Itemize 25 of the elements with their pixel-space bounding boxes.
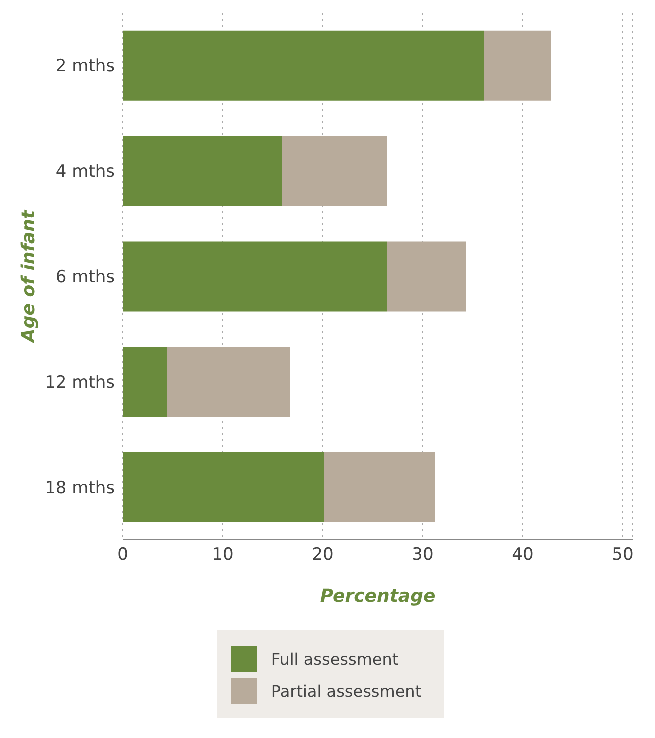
bar [123,452,324,523]
y-tick-label: 6 mths [56,268,116,288]
bar [484,30,551,101]
bar [167,347,290,418]
bar [324,452,435,523]
x-tick-label: 40 [512,545,534,566]
bar [123,30,484,101]
x-tick-label: 30 [412,545,434,566]
bar [123,242,387,312]
bar [387,242,466,312]
x-tick-label: 0 [118,545,128,566]
x-tick-label: 20 [312,545,334,566]
x-tick-label: 50 [612,545,634,566]
bar [123,136,282,206]
y-tick-label: 18 mths [45,478,116,498]
legend-label: Partial assessment [271,682,422,700]
y-tick-label: 12 mths [45,372,116,393]
legend-label: Full assessment [271,650,399,668]
bar [282,136,387,206]
y-axis-title: Age of infant [18,209,40,345]
x-axis-title: Percentage [320,586,436,607]
y-tick-label: 4 mths [56,162,116,182]
bar [123,347,167,418]
y-tick-label: 2 mths [56,56,116,77]
x-tick-label: 10 [212,545,234,566]
